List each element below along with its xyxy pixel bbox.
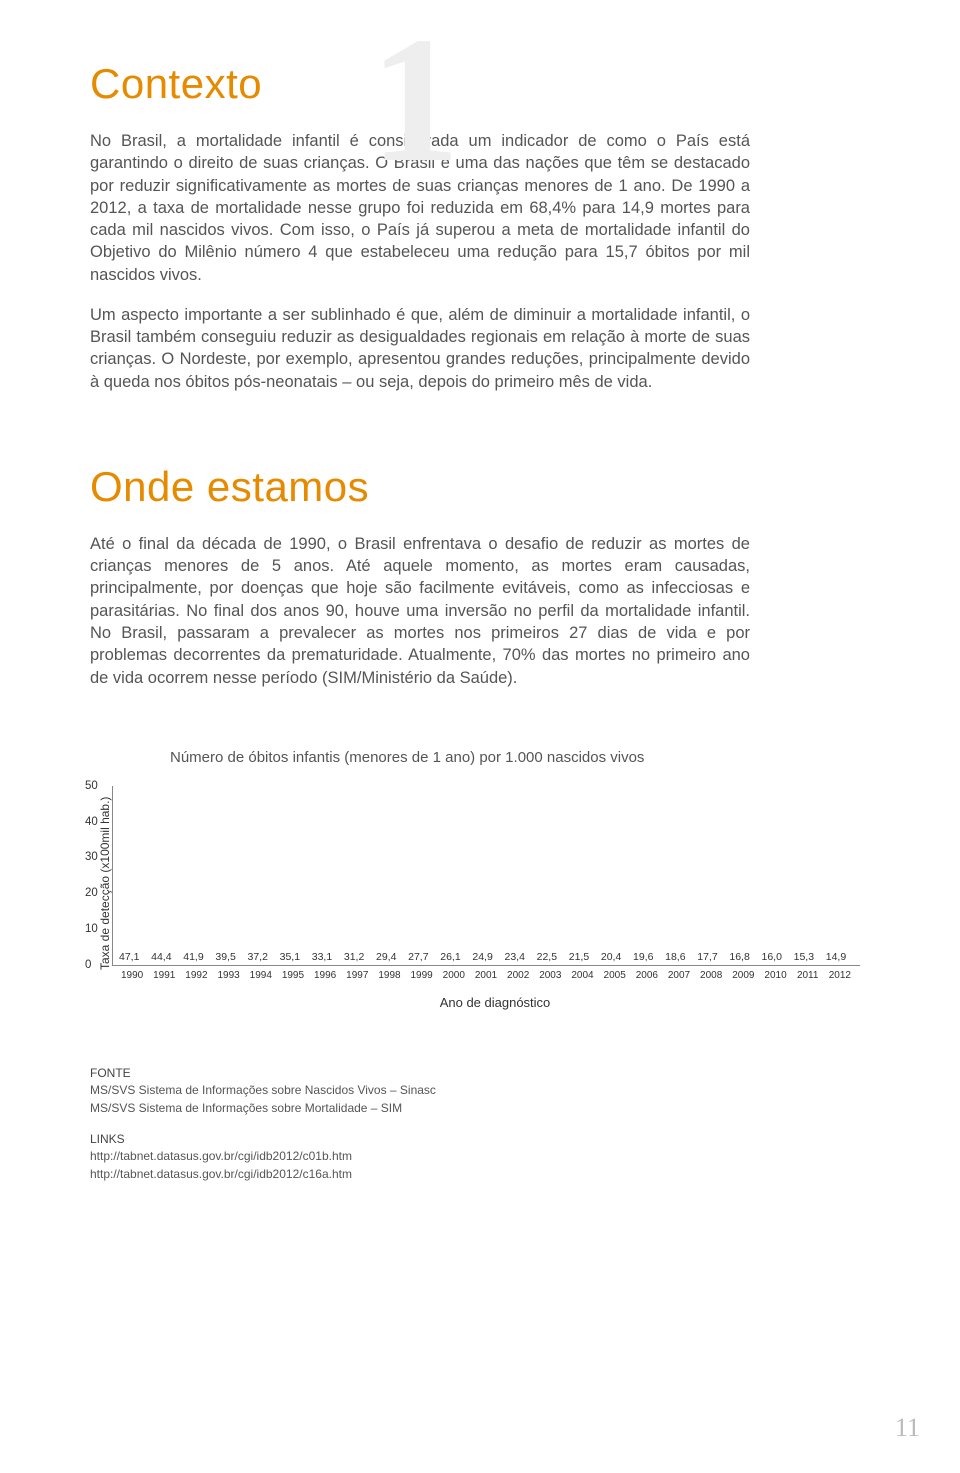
x-tick-label: 2003	[536, 970, 564, 981]
x-axis-label: Ano de diagnóstico	[130, 995, 860, 1010]
x-tick-label: 2001	[472, 970, 500, 981]
bar-value-label: 27,7	[408, 951, 428, 963]
link-line-2: http://tabnet.datasus.gov.br/cgi/idb2012…	[90, 1166, 870, 1183]
x-tick-label: 1992	[182, 970, 210, 981]
bar-value-label: 37,2	[248, 951, 268, 963]
x-tick-label: 2009	[729, 970, 757, 981]
bar-value-label: 16,8	[729, 951, 749, 963]
y-tick: 30	[85, 851, 98, 863]
x-tick-label: 1997	[343, 970, 371, 981]
section-title-onde-estamos: Onde estamos	[90, 463, 870, 511]
bar-value-label: 20,4	[601, 951, 621, 963]
y-tick: 0	[85, 959, 91, 971]
x-tick-label: 2007	[665, 970, 693, 981]
y-tick: 50	[85, 780, 98, 792]
bar-value-label: 14,9	[826, 951, 846, 963]
bar-value-label: 47,1	[119, 951, 139, 963]
x-tick-label: 1993	[215, 970, 243, 981]
bar-value-label: 41,9	[183, 951, 203, 963]
x-tick-label: 1991	[150, 970, 178, 981]
bar-value-label: 33,1	[312, 951, 332, 963]
fonte-line-2: MS/SVS Sistema de Informações sobre Mort…	[90, 1100, 870, 1117]
bar-value-label: 35,1	[280, 951, 300, 963]
bar-value-label: 39,5	[215, 951, 235, 963]
bar-value-label: 24,9	[472, 951, 492, 963]
bar-value-label: 17,7	[697, 951, 717, 963]
x-tick-label: 2010	[761, 970, 789, 981]
bar-value-label: 15,3	[794, 951, 814, 963]
x-tick-label: 1998	[375, 970, 403, 981]
x-tick-label: 1994	[247, 970, 275, 981]
x-tick-label: 1990	[118, 970, 146, 981]
bar-value-label: 26,1	[440, 951, 460, 963]
bar-value-label: 19,6	[633, 951, 653, 963]
y-tick: 20	[85, 887, 98, 899]
onde-estamos-paragraph-1: Até o final da década de 1990, o Brasil …	[90, 533, 750, 689]
bar-value-label: 22,5	[537, 951, 557, 963]
x-tick-label: 2002	[504, 970, 532, 981]
fonte-heading: FONTE	[90, 1065, 870, 1082]
bar-value-label: 44,4	[151, 951, 171, 963]
footnotes: FONTE MS/SVS Sistema de Informações sobr…	[90, 1065, 870, 1183]
contexto-paragraph-2: Um aspecto importante a ser sublinhado é…	[90, 304, 750, 393]
fonte-line-1: MS/SVS Sistema de Informações sobre Nasc…	[90, 1082, 870, 1099]
x-tick-label: 1995	[279, 970, 307, 981]
link-line-1: http://tabnet.datasus.gov.br/cgi/idb2012…	[90, 1148, 870, 1165]
bar-value-label: 16,0	[762, 951, 782, 963]
y-tick: 40	[85, 816, 98, 828]
x-tick-label: 2011	[794, 970, 822, 981]
section-title-contexto: Contexto	[90, 60, 870, 108]
bar-value-label: 29,4	[376, 951, 396, 963]
mortality-chart: Número de óbitos infantis (menores de 1 …	[90, 749, 860, 1010]
chart-title: Número de óbitos infantis (menores de 1 …	[170, 749, 860, 766]
x-tick-label: 1996	[311, 970, 339, 981]
x-tick-label: 2004	[568, 970, 596, 981]
bar-value-label: 21,5	[569, 951, 589, 963]
bar-value-label: 18,6	[665, 951, 685, 963]
x-tick-label: 2005	[601, 970, 629, 981]
x-tick-label: 2008	[697, 970, 725, 981]
y-tick: 10	[85, 923, 98, 935]
x-tick-label: 2012	[826, 970, 854, 981]
x-tick-label: 2000	[440, 970, 468, 981]
page-number: 11	[895, 1413, 920, 1443]
chart-plot-area: 01020304050 47,144,441,939,537,235,133,1…	[112, 786, 860, 966]
bar-value-label: 31,2	[344, 951, 364, 963]
x-tick-label: 2006	[633, 970, 661, 981]
bar-value-label: 23,4	[505, 951, 525, 963]
x-tick-label: 1999	[408, 970, 436, 981]
links-heading: LINKS	[90, 1131, 870, 1148]
